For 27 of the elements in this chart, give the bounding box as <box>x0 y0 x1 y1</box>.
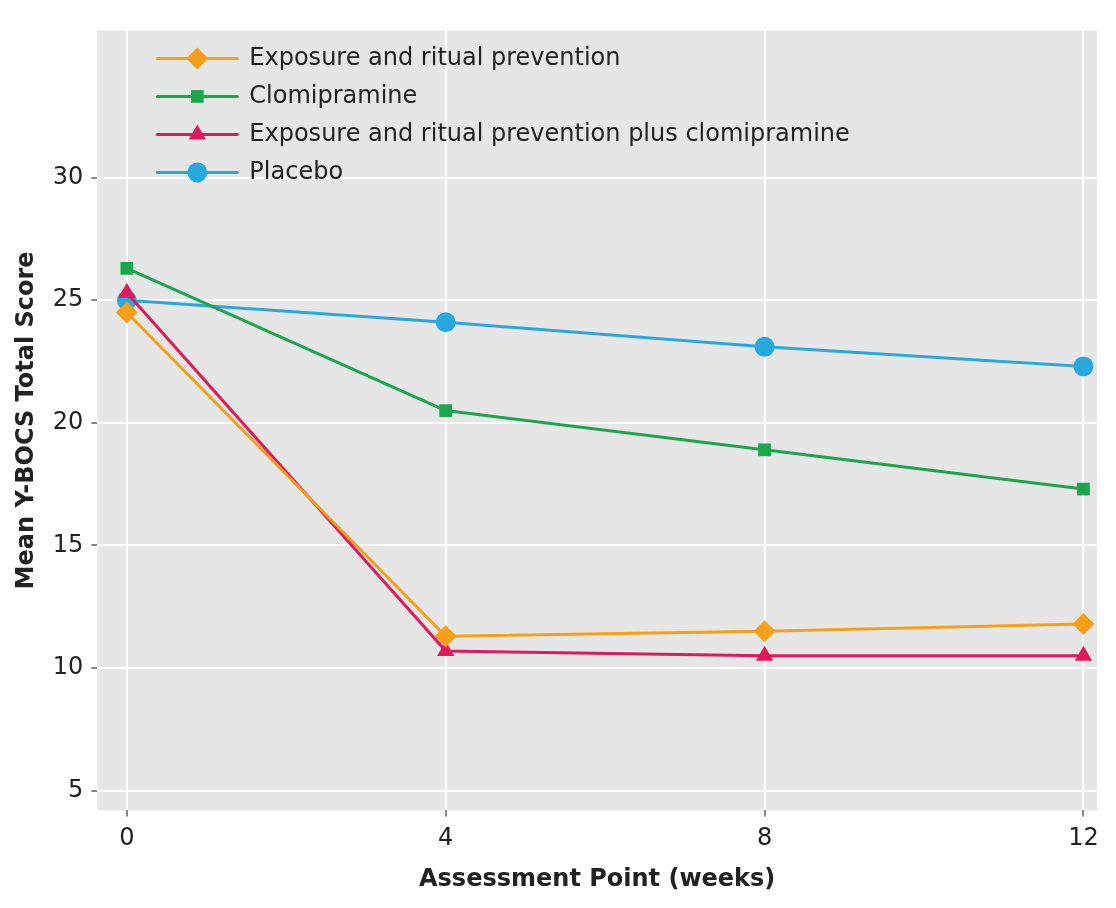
point <box>435 312 456 333</box>
x-tick-label: 8 <box>756 823 773 852</box>
point <box>120 261 134 275</box>
legend-label: Clomipramine <box>249 80 418 109</box>
y-axis-title: Mean Y-BOCS Total Score <box>10 251 39 590</box>
point <box>758 443 771 457</box>
point <box>1073 356 1094 377</box>
point <box>754 336 775 357</box>
point <box>753 620 776 643</box>
legend-label: Exposure and ritual prevention <box>249 42 621 71</box>
x-tick-label: 12 <box>1068 823 1099 852</box>
y-tick-label: 25 <box>52 284 84 313</box>
x-tick-label: 4 <box>438 823 454 852</box>
x-tick-label: 0 <box>119 823 135 852</box>
y-tick-label: 5 <box>68 775 84 804</box>
y-tick-label: 15 <box>52 529 84 558</box>
point <box>1077 482 1090 496</box>
point <box>1072 612 1095 635</box>
point <box>439 404 453 417</box>
x-axis-title: Assessment Point (weeks) <box>419 863 776 892</box>
legend-label: Placebo <box>249 156 344 185</box>
y-tick-label: 20 <box>52 407 84 436</box>
legend-label: Exposure and ritual prevention plus clomipramine <box>249 118 850 147</box>
y-tick-label: 10 <box>52 652 84 681</box>
point <box>115 301 138 324</box>
point <box>434 625 457 648</box>
y-tick-label: 30 <box>52 161 84 190</box>
